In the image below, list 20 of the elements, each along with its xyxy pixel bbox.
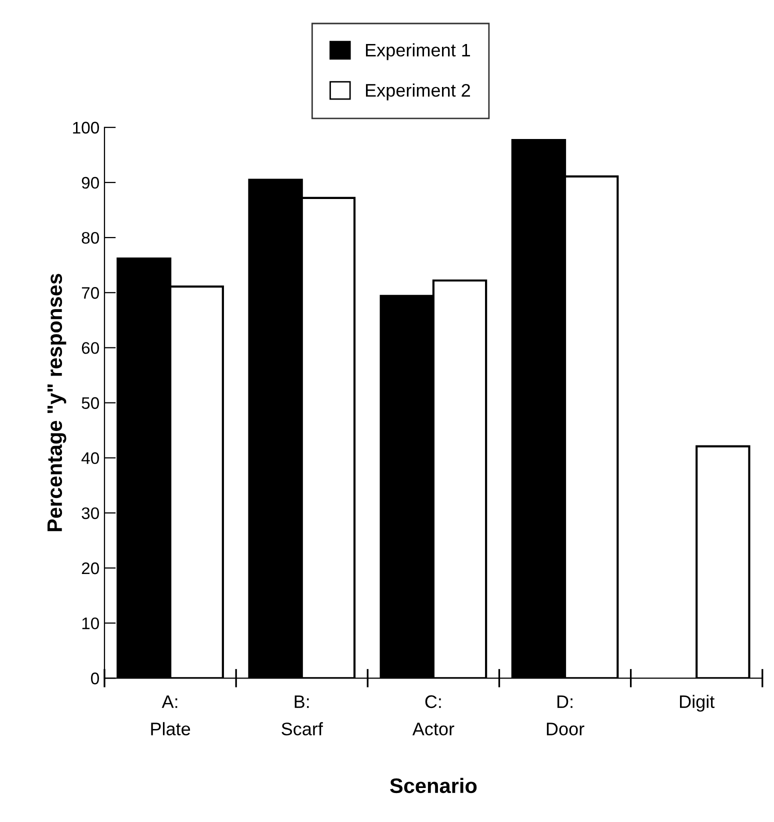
y-tick-label: 40 <box>81 452 99 464</box>
y-tick-label: 80 <box>82 232 99 244</box>
y-tick-label: 30 <box>82 507 99 520</box>
x-tick-label: Digit <box>680 694 715 712</box>
y-tick-label: 90 <box>82 176 99 189</box>
x-tick-label: B: Scarf <box>282 695 323 736</box>
y-tick-label: 100 <box>73 122 99 134</box>
y-axis-title: Percentage "y" responses <box>48 274 66 532</box>
x-tick-label: A: Plate <box>151 695 190 736</box>
y-tick-label: 60 <box>82 342 99 354</box>
legend-label: Experiment 1 <box>366 43 470 60</box>
y-tick-label: 50 <box>82 397 99 409</box>
y-tick-label: 0 <box>91 672 99 684</box>
y-tick-label: 70 <box>82 287 99 299</box>
y-tick-label: 10 <box>82 617 99 630</box>
x-axis-title: Scenario <box>390 778 477 794</box>
x-tick-label: C: Actor <box>412 695 454 736</box>
x-tick-label: D: Door <box>546 695 584 736</box>
legend-label: Experiment 2 <box>366 83 470 100</box>
y-tick-label: 20 <box>82 562 99 574</box>
